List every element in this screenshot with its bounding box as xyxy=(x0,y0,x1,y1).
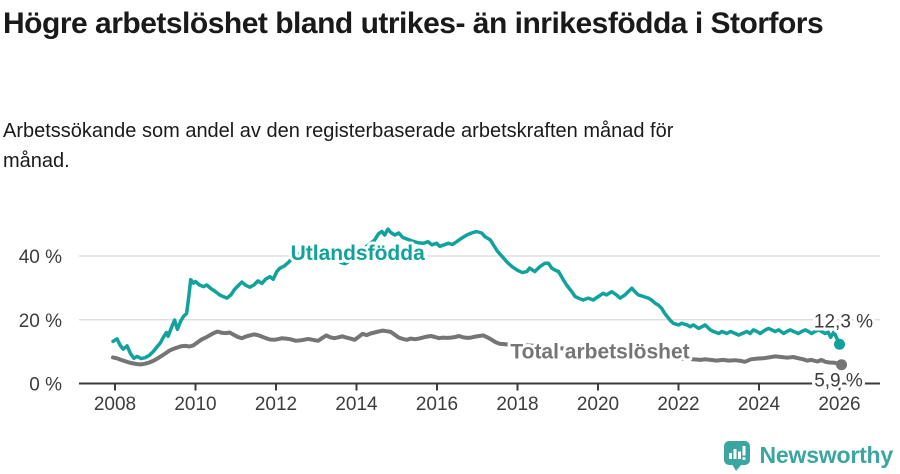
x-tick-label: 2012 xyxy=(255,394,297,415)
chart-subtitle: Arbetssökande som andel av den registerb… xyxy=(3,120,674,172)
series-dot-utlandsfodda xyxy=(834,338,845,350)
series-end-value-utlandsfodda: 12,3 % xyxy=(814,311,873,332)
x-tick-label: 2020 xyxy=(577,394,619,415)
series-label-utlandsfodda: Utlandsfödda xyxy=(291,242,425,265)
x-tick-label: 2018 xyxy=(496,394,538,415)
series-label-total-arbetsloshet: Total arbetslöshet xyxy=(510,340,689,363)
x-tick-label: 2008 xyxy=(94,394,136,415)
y-tick-label: 0 % xyxy=(29,375,62,396)
series-end-value-total-arbetsloshet: 5,9 % xyxy=(814,371,863,392)
y-tick-label: 40 % xyxy=(19,247,62,268)
x-tick-label: 2026 xyxy=(818,394,860,415)
series-dot-total-arbetsloshet xyxy=(836,359,848,371)
x-tick-label: 2014 xyxy=(335,394,378,415)
page-title: Högre arbetslöshet bland utrikes- än inr… xyxy=(3,7,824,40)
x-tick-label: 2024 xyxy=(738,394,781,415)
series-line-utlandsfodda xyxy=(111,227,842,361)
newsworthy-logo: Newsworthy xyxy=(722,439,893,471)
x-tick-label: 2010 xyxy=(174,394,216,415)
newsworthy-brand-name: Newsworthy xyxy=(759,441,894,468)
y-tick-label: 20 % xyxy=(19,311,62,332)
x-tick-label: 2022 xyxy=(657,394,699,415)
x-tick-label: 2016 xyxy=(416,394,458,415)
newsworthy-speech-bubble-bar-chart-icon xyxy=(723,441,750,471)
series-line-total-arbetsloshet xyxy=(111,328,844,367)
